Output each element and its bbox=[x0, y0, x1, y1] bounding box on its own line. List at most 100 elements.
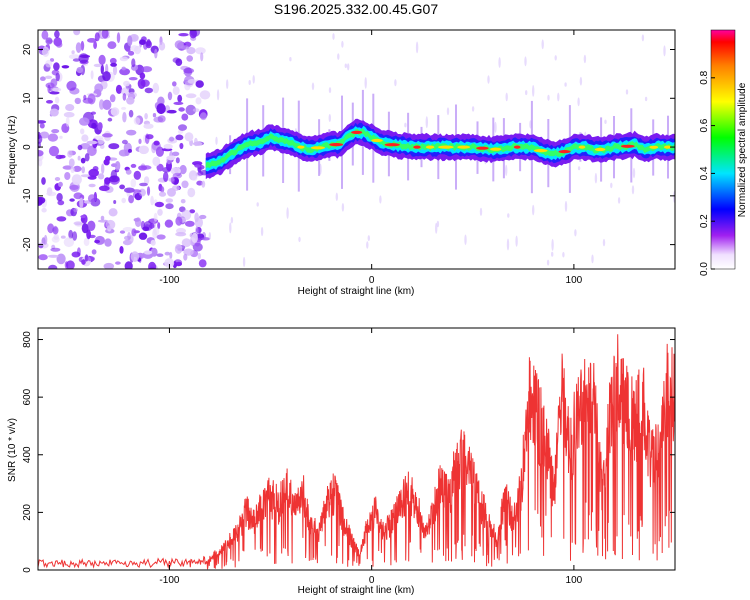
snr-trace bbox=[38, 334, 675, 570]
noise-blob bbox=[64, 172, 71, 180]
noise-blob bbox=[201, 237, 211, 241]
ridge-peak bbox=[558, 150, 571, 154]
noise-blob bbox=[38, 254, 48, 261]
noise-blob bbox=[47, 254, 59, 258]
noise-blob bbox=[121, 66, 126, 71]
noise-blob bbox=[158, 191, 167, 197]
ridge-peak bbox=[476, 146, 489, 150]
noise-blob bbox=[98, 54, 106, 65]
noise-blob bbox=[80, 174, 91, 178]
spectrogram-x-tick-label: 100 bbox=[566, 275, 583, 286]
noise-blob bbox=[191, 232, 198, 243]
noise-blob bbox=[133, 218, 140, 222]
noise-blob bbox=[107, 41, 117, 49]
noise-blob bbox=[119, 68, 130, 76]
noise-blob bbox=[81, 134, 89, 142]
noise-blob bbox=[116, 32, 121, 44]
noise-blob bbox=[139, 39, 146, 45]
noise-blob bbox=[103, 262, 115, 269]
noise-blob bbox=[152, 156, 161, 167]
snr-y-axis-label: SNR (10 * v/v) bbox=[7, 418, 18, 482]
noise-blob bbox=[143, 250, 153, 255]
noise-blob bbox=[72, 58, 81, 62]
noise-blob bbox=[80, 40, 85, 51]
noise-blob bbox=[53, 234, 59, 240]
noise-blob bbox=[153, 227, 160, 236]
noise-blob bbox=[172, 81, 177, 87]
noise-blob bbox=[379, 195, 382, 204]
spectrogram-y-axis-label: Frequency (Hz) bbox=[7, 116, 18, 185]
noise-blob bbox=[93, 41, 97, 49]
noise-blob bbox=[216, 89, 220, 101]
noise-blob bbox=[126, 129, 137, 136]
noise-blob bbox=[583, 54, 587, 64]
noise-blob bbox=[577, 166, 581, 171]
noise-blob bbox=[38, 196, 46, 204]
noise-blob bbox=[66, 80, 77, 91]
ridge-peak bbox=[438, 145, 454, 149]
noise-blob bbox=[115, 84, 123, 94]
noise-blob bbox=[123, 80, 130, 87]
noise-blob bbox=[163, 171, 169, 182]
noise-blob bbox=[41, 30, 49, 40]
noise-blob bbox=[128, 195, 135, 204]
noise-blob bbox=[157, 222, 161, 230]
noise-blob bbox=[105, 155, 111, 162]
noise-blob bbox=[58, 181, 63, 187]
noise-blob bbox=[169, 136, 175, 142]
noise-blob bbox=[71, 50, 75, 55]
noise-blob bbox=[134, 45, 141, 55]
noise-blob bbox=[41, 207, 47, 213]
noise-blob bbox=[47, 84, 51, 94]
noise-blob bbox=[44, 75, 53, 80]
noise-blob bbox=[66, 260, 75, 269]
noise-blob bbox=[167, 91, 173, 101]
noise-blob bbox=[145, 134, 154, 140]
noise-blob bbox=[97, 219, 109, 223]
noise-blob bbox=[163, 143, 173, 150]
noise-blob bbox=[87, 220, 96, 231]
noise-blob bbox=[138, 232, 148, 240]
noise-blob bbox=[394, 79, 397, 87]
noise-blob bbox=[644, 96, 648, 102]
noise-blob bbox=[174, 243, 183, 254]
noise-blob bbox=[181, 180, 189, 189]
ridge-peak bbox=[371, 138, 383, 143]
ridge-peak bbox=[664, 145, 672, 149]
noise-blob bbox=[90, 70, 94, 80]
noise-blob bbox=[174, 40, 184, 49]
noise-blob bbox=[230, 216, 234, 224]
noise-blob bbox=[632, 167, 636, 179]
noise-blob bbox=[87, 194, 97, 203]
noise-blob bbox=[69, 185, 79, 190]
noise-blob bbox=[143, 176, 150, 185]
spectrogram-y-tick-label: 20 bbox=[22, 44, 33, 56]
noise-blob bbox=[194, 164, 201, 168]
noise-blob bbox=[48, 145, 60, 157]
noise-blob bbox=[663, 45, 666, 57]
noise-blob bbox=[186, 55, 193, 62]
noise-blob bbox=[70, 166, 75, 173]
noise-blob bbox=[52, 226, 59, 235]
noise-blob bbox=[164, 251, 171, 256]
noise-blob bbox=[146, 186, 151, 196]
noise-blob bbox=[149, 223, 155, 229]
noise-blob bbox=[189, 209, 196, 214]
noise-blob bbox=[610, 182, 613, 189]
noise-blob bbox=[337, 53, 340, 60]
noise-blob bbox=[55, 41, 63, 48]
noise-blob bbox=[88, 234, 96, 239]
noise-blob bbox=[404, 122, 407, 128]
noise-blob bbox=[69, 198, 75, 202]
noise-blob bbox=[121, 139, 128, 145]
noise-blob bbox=[38, 150, 44, 157]
ridge-peak bbox=[413, 145, 421, 149]
noise-blob bbox=[122, 93, 127, 101]
noise-blob bbox=[186, 47, 196, 55]
noise-blob bbox=[121, 197, 126, 204]
noise-blob bbox=[367, 235, 370, 242]
noise-blob bbox=[138, 138, 142, 144]
noise-blob bbox=[298, 236, 301, 243]
ridge-peak bbox=[621, 144, 635, 148]
